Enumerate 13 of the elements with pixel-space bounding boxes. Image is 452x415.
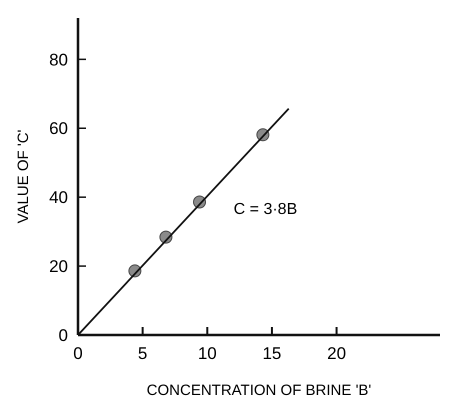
y-tick-label: 20 [49,257,68,276]
x-axis-title: CONCENTRATION OF BRINE 'B' [146,382,372,399]
x-tick-label: 5 [138,344,148,363]
y-axis-title: VALUE OF 'C' [15,129,32,224]
x-tick-label: 10 [198,344,217,363]
x-tick-label: 20 [327,344,346,363]
x-tick-label: 0 [73,344,83,363]
y-tick-label: 0 [58,326,68,345]
annotation: C = 3·8B [234,200,298,218]
y-tick-label: 60 [49,119,68,138]
y-tick-label: 80 [49,50,68,70]
x-tick-label: 15 [262,344,282,363]
y-tick-label: 40 [49,188,68,208]
